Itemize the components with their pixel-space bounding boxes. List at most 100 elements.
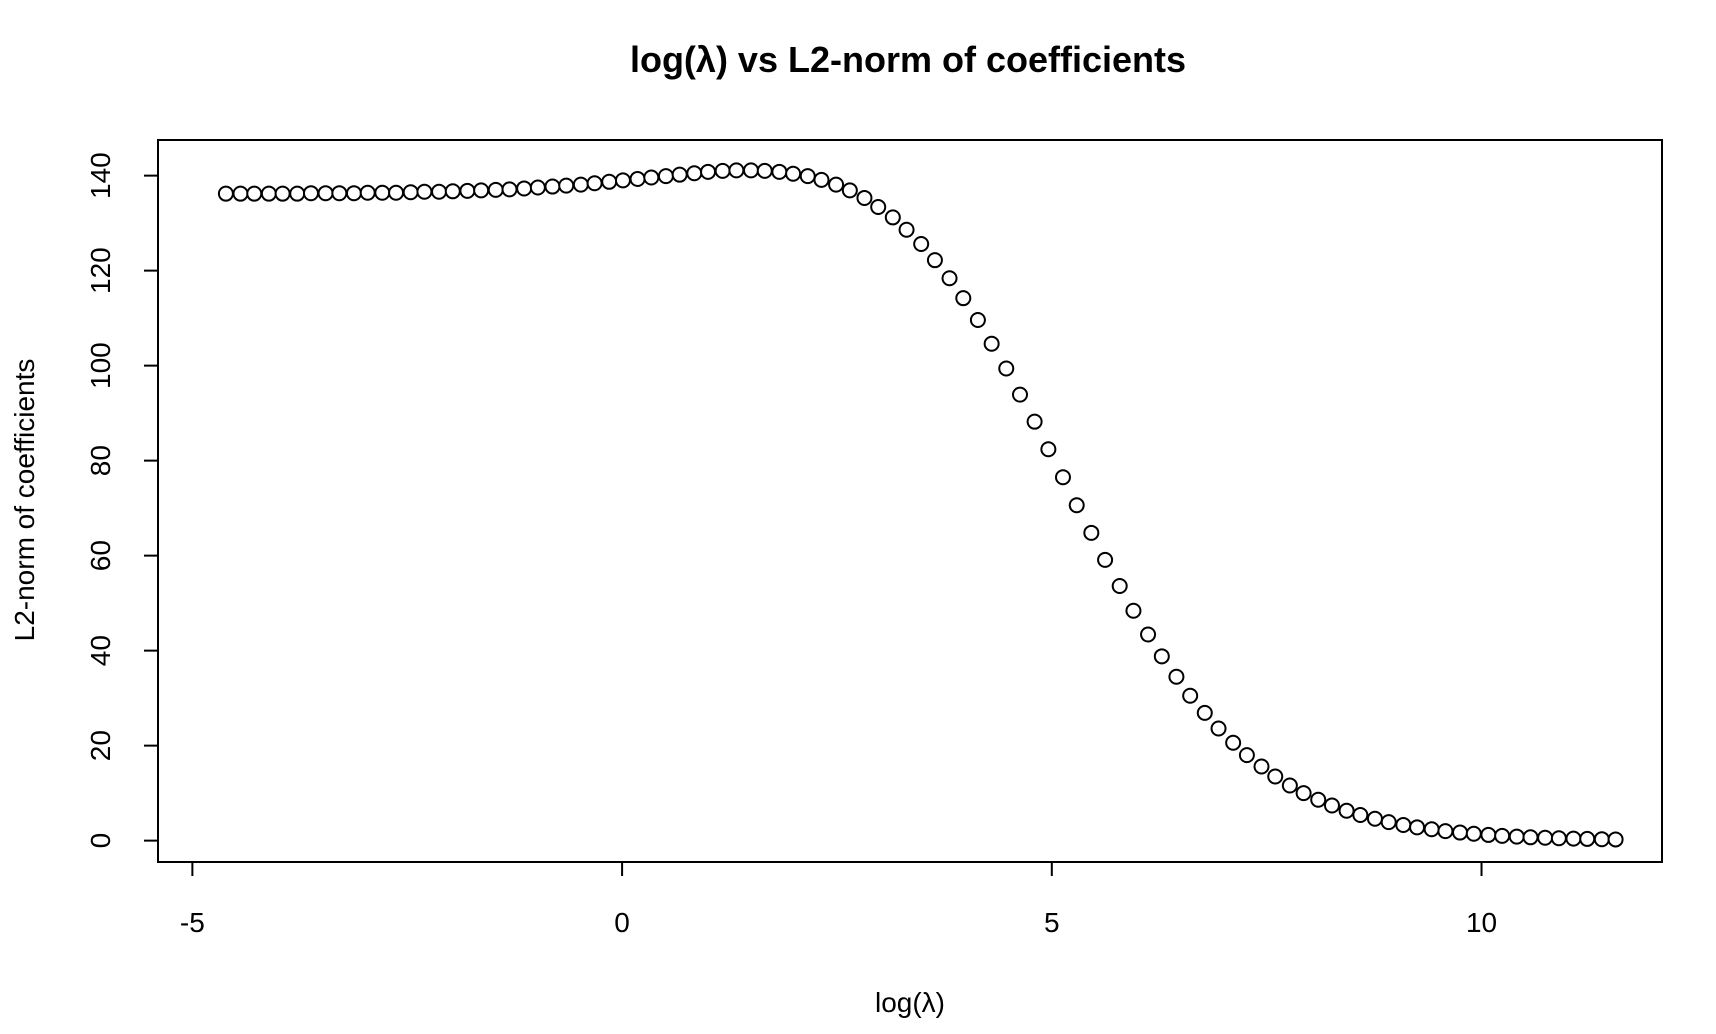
data-point (572, 176, 589, 193)
x-tick-label: 10 (1466, 907, 1497, 938)
data-point (629, 170, 646, 187)
data-point (813, 171, 830, 188)
data-point (217, 185, 234, 202)
data-point (1026, 413, 1043, 430)
data-point (756, 162, 773, 179)
data-point (501, 181, 518, 198)
data-point (416, 183, 433, 200)
x-axis-label: log(λ) (875, 987, 945, 1018)
y-tick-label: 100 (85, 342, 116, 389)
data-point (1125, 602, 1142, 619)
data-point (544, 178, 561, 195)
data-point (359, 184, 376, 201)
data-point (586, 175, 603, 192)
data-point (686, 165, 703, 182)
y-tick-label: 0 (85, 833, 116, 849)
x-tick-label: 0 (614, 907, 630, 938)
y-axis: 0 20 40 60 80 100 120 140 (85, 152, 159, 849)
data-point (841, 182, 858, 199)
data-point (1537, 829, 1554, 846)
data-point (558, 177, 575, 194)
data-point (743, 162, 760, 179)
data-point (983, 335, 1000, 352)
data-point (969, 312, 986, 329)
data-point (473, 182, 490, 199)
data-point (232, 185, 249, 202)
data-point (402, 184, 419, 201)
y-tick-label: 60 (85, 540, 116, 571)
y-tick-label: 20 (85, 730, 116, 761)
data-point (728, 162, 745, 179)
data-point (601, 173, 618, 190)
data-point (1111, 578, 1128, 595)
data-point (1579, 830, 1596, 847)
data-point (1012, 386, 1029, 403)
data-point (714, 162, 731, 179)
data-point (1054, 469, 1071, 486)
data-point (1253, 758, 1270, 775)
data-point (1352, 806, 1369, 823)
data-point (828, 176, 845, 193)
data-point (1225, 734, 1242, 751)
data-point (1097, 551, 1114, 568)
data-point (529, 179, 546, 196)
data-point (1550, 830, 1567, 847)
data-point (1323, 797, 1340, 814)
data-point (1196, 704, 1213, 721)
data-point (1508, 828, 1525, 845)
data-point (1380, 814, 1397, 831)
data-point (317, 185, 334, 202)
y-tick-label: 80 (85, 445, 116, 476)
data-point (785, 165, 802, 182)
data-point (856, 189, 873, 206)
data-point (1366, 810, 1383, 827)
data-point (1083, 524, 1100, 541)
data-point (331, 185, 348, 202)
data-point (345, 185, 362, 202)
data-point (1267, 768, 1284, 785)
data-point (1281, 777, 1298, 794)
data-point (1593, 831, 1610, 848)
x-axis: -5 0 5 10 (180, 861, 1497, 938)
data-point (246, 185, 263, 202)
data-point (657, 168, 674, 185)
data-point (1295, 785, 1312, 802)
data-point (998, 360, 1015, 377)
data-point (1153, 648, 1170, 665)
y-tick-label: 140 (85, 152, 116, 199)
data-point (614, 172, 631, 189)
data-point (1437, 823, 1454, 840)
data-point (1423, 821, 1440, 838)
data-point (643, 169, 660, 186)
data-point (955, 290, 972, 307)
data-point (1338, 802, 1355, 819)
y-axis-label: L2-norm of coefficients (9, 359, 40, 642)
data-point (1565, 830, 1582, 847)
data-point (1068, 497, 1085, 514)
data-point (1452, 824, 1469, 841)
data-point (1522, 829, 1539, 846)
y-tick-label: 40 (85, 635, 116, 666)
data-point (302, 185, 319, 202)
data-point (771, 163, 788, 180)
data-point (1409, 819, 1426, 836)
data-point (1607, 831, 1624, 848)
chart-title: log(λ) vs L2-norm of coefficients (630, 39, 1186, 80)
data-point (487, 181, 504, 198)
data-point (274, 185, 291, 202)
x-tick-label: 5 (1044, 907, 1060, 938)
plot-frame (157, 139, 1663, 863)
data-point (260, 185, 277, 202)
data-point (374, 184, 391, 201)
data-point (1140, 626, 1157, 643)
data-point (1480, 826, 1497, 843)
data-point (926, 252, 943, 269)
data-point (289, 185, 306, 202)
data-point (799, 168, 816, 185)
data-point (913, 236, 930, 253)
data-point (1494, 827, 1511, 844)
data-point (898, 221, 915, 238)
data-point (1310, 791, 1327, 808)
data-point (1465, 825, 1482, 842)
